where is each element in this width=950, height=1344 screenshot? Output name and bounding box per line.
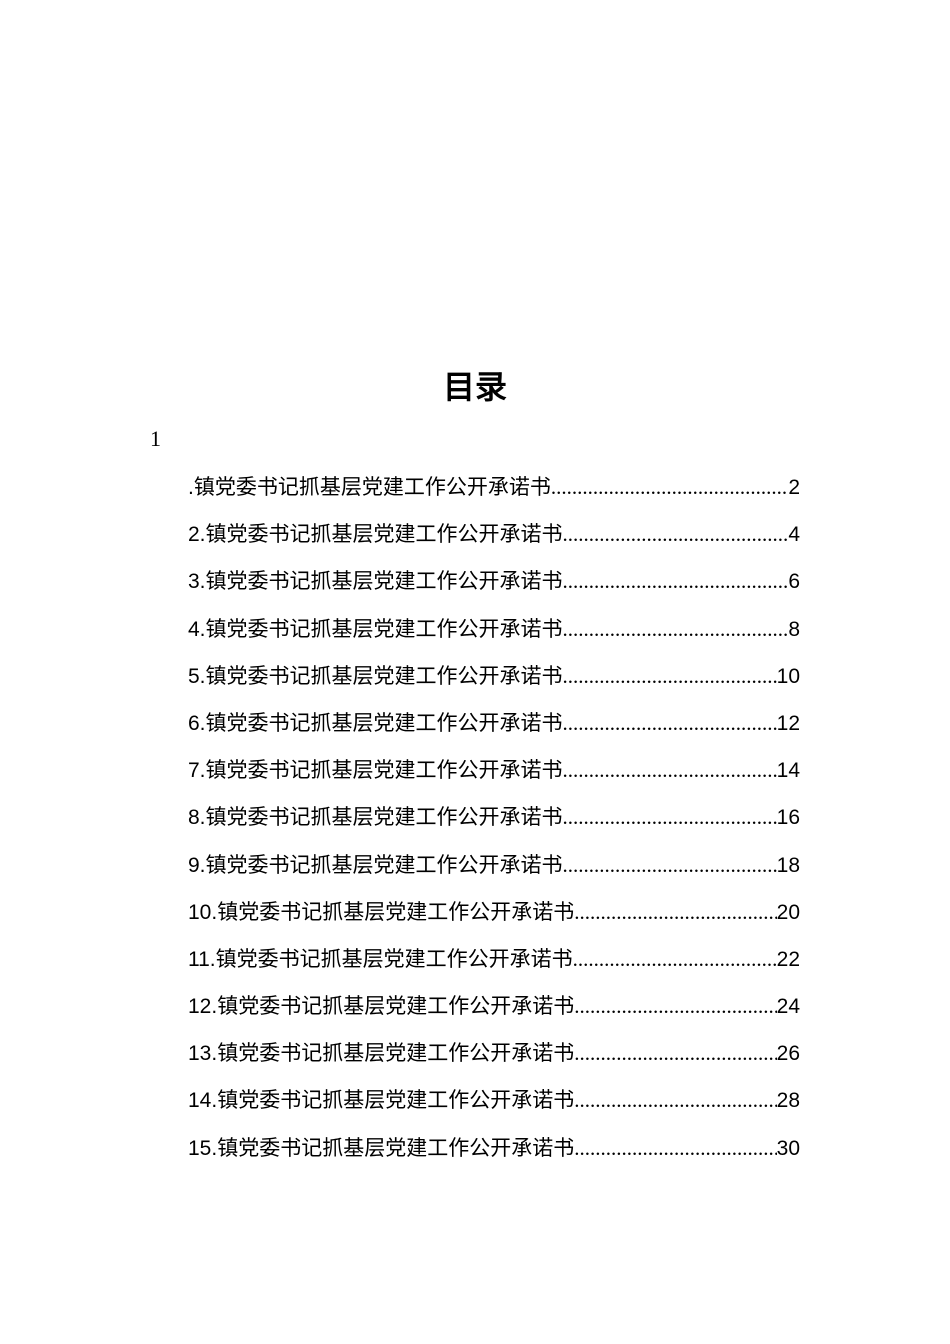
toc-entry-prefix: 7. xyxy=(188,759,206,782)
toc-entry: 2.镇党委书记抓基层党建工作公开承诺书 4 xyxy=(188,511,800,558)
toc-entry-label: 9.镇党委书记抓基层党建工作公开承诺书 xyxy=(188,843,563,889)
toc-entry: 8.镇党委书记抓基层党建工作公开承诺书 16 xyxy=(188,794,800,841)
toc-entry-prefix: 2. xyxy=(188,523,206,546)
toc-entry: 12.镇党委书记抓基层党建工作公开承诺书 24 xyxy=(188,983,800,1030)
toc-entry-text: 镇党委书记抓基层党建工作公开承诺书 xyxy=(206,759,563,782)
toc-entry-text: 镇党委书记抓基层党建工作公开承诺书 xyxy=(217,1042,574,1065)
toc-entry-prefix: 15. xyxy=(188,1137,217,1160)
toc-entry-prefix: 8. xyxy=(188,806,206,829)
toc-entry: 3.镇党委书记抓基层党建工作公开承诺书 6 xyxy=(188,558,800,605)
toc-entry-prefix: 10. xyxy=(188,901,217,924)
toc-entry: 9.镇党委书记抓基层党建工作公开承诺书 18 xyxy=(188,842,800,889)
page-container: 目录 1 .镇党委书记抓基层党建工作公开承诺书22.镇党委书记抓基层党建工作公开… xyxy=(0,0,950,1344)
toc-entry-label: 12.镇党委书记抓基层党建工作公开承诺书 xyxy=(188,984,574,1030)
toc-dots xyxy=(574,1030,776,1076)
toc-entry-prefix: 4. xyxy=(188,618,206,641)
toc-entry: 4.镇党委书记抓基层党建工作公开承诺书 8 xyxy=(188,606,800,653)
toc-entry: 13.镇党委书记抓基层党建工作公开承诺书 26 xyxy=(188,1030,800,1077)
toc-entry: 15.镇党委书记抓基层党建工作公开承诺书 30 xyxy=(188,1125,800,1172)
toc-entry-label: 5.镇党委书记抓基层党建工作公开承诺书 xyxy=(188,654,563,700)
toc-entry-prefix: 12. xyxy=(188,995,217,1018)
toc-entry: 7.镇党委书记抓基层党建工作公开承诺书 14 xyxy=(188,747,800,794)
toc-entry-page: 16 xyxy=(777,795,800,841)
toc-entry-label: 2.镇党委书记抓基层党建工作公开承诺书 xyxy=(188,512,563,558)
toc-entry-text: 镇党委书记抓基层党建工作公开承诺书 xyxy=(217,1089,574,1112)
toc-list: .镇党委书记抓基层党建工作公开承诺书22.镇党委书记抓基层党建工作公开承诺书43… xyxy=(0,464,950,1172)
toc-entry-label: 14.镇党委书记抓基层党建工作公开承诺书 xyxy=(188,1078,574,1124)
toc-dots xyxy=(563,511,789,557)
toc-entry-text: 镇党委书记抓基层党建工作公开承诺书 xyxy=(216,948,573,971)
toc-entry-page: 28 xyxy=(777,1078,800,1124)
toc-entry-prefix: 5. xyxy=(188,665,206,688)
toc-dots xyxy=(563,558,789,604)
toc-dots xyxy=(574,1125,776,1171)
toc-entry-label: 15.镇党委书记抓基层党建工作公开承诺书 xyxy=(188,1126,574,1172)
toc-dots xyxy=(574,889,776,935)
toc-entry-prefix: 13. xyxy=(188,1042,217,1065)
toc-dots xyxy=(551,464,788,510)
toc-entry: 14.镇党委书记抓基层党建工作公开承诺书 28 xyxy=(188,1077,800,1124)
toc-entry-prefix: 6. xyxy=(188,712,206,735)
toc-entry-page: 6 xyxy=(788,559,800,605)
toc-entry: 11.镇党委书记抓基层党建工作公开承诺书 22 xyxy=(188,936,800,983)
toc-dots xyxy=(563,747,777,793)
toc-entry-label: 11.镇党委书记抓基层党建工作公开承诺书 xyxy=(188,937,573,983)
toc-entry-page: 30 xyxy=(777,1126,800,1172)
toc-dots xyxy=(574,1077,776,1123)
toc-entry-page: 20 xyxy=(777,890,800,936)
toc-entry-text: 镇党委书记抓基层党建工作公开承诺书 xyxy=(194,476,551,499)
toc-dots xyxy=(563,794,777,840)
toc-entry-label: 6.镇党委书记抓基层党建工作公开承诺书 xyxy=(188,701,563,747)
toc-entry: .镇党委书记抓基层党建工作公开承诺书 2 xyxy=(188,464,800,511)
toc-title: 目录 xyxy=(0,0,950,426)
toc-entry-page: 4 xyxy=(788,512,800,558)
toc-dots xyxy=(573,936,777,982)
toc-entry-page: 26 xyxy=(777,1031,800,1077)
toc-entry-label: 13.镇党委书记抓基层党建工作公开承诺书 xyxy=(188,1031,574,1077)
toc-entry-text: 镇党委书记抓基层党建工作公开承诺书 xyxy=(217,995,574,1018)
toc-entry-page: 12 xyxy=(777,701,800,747)
toc-entry-page: 24 xyxy=(777,984,800,1030)
toc-entry-page: 8 xyxy=(788,607,800,653)
toc-dots xyxy=(574,983,776,1029)
toc-entry-prefix: 11. xyxy=(188,948,216,971)
toc-entry-page: 18 xyxy=(777,843,800,889)
toc-dots xyxy=(563,606,789,652)
toc-entry-text: 镇党委书记抓基层党建工作公开承诺书 xyxy=(206,523,563,546)
toc-entry-label: .镇党委书记抓基层党建工作公开承诺书 xyxy=(188,465,551,511)
toc-entry-text: 镇党委书记抓基层党建工作公开承诺书 xyxy=(206,570,563,593)
toc-entry-prefix: 3. xyxy=(188,570,206,593)
toc-entry-text: 镇党委书记抓基层党建工作公开承诺书 xyxy=(206,665,563,688)
toc-entry: 5.镇党委书记抓基层党建工作公开承诺书 10 xyxy=(188,653,800,700)
toc-entry-label: 10.镇党委书记抓基层党建工作公开承诺书 xyxy=(188,890,574,936)
toc-entry-prefix: 9. xyxy=(188,854,206,877)
toc-entry: 10.镇党委书记抓基层党建工作公开承诺书 20 xyxy=(188,889,800,936)
toc-entry-label: 7.镇党委书记抓基层党建工作公开承诺书 xyxy=(188,748,563,794)
toc-entry-text: 镇党委书记抓基层党建工作公开承诺书 xyxy=(217,901,574,924)
toc-entry-text: 镇党委书记抓基层党建工作公开承诺书 xyxy=(206,806,563,829)
toc-entry-text: 镇党委书记抓基层党建工作公开承诺书 xyxy=(206,854,563,877)
toc-dots xyxy=(563,700,777,746)
toc-entry-page: 10 xyxy=(777,654,800,700)
toc-entry-label: 3.镇党委书记抓基层党建工作公开承诺书 xyxy=(188,559,563,605)
toc-entry: 6.镇党委书记抓基层党建工作公开承诺书 12 xyxy=(188,700,800,747)
toc-entry-prefix: 14. xyxy=(188,1089,217,1112)
toc-dots xyxy=(563,653,777,699)
toc-entry-text: 镇党委书记抓基层党建工作公开承诺书 xyxy=(206,712,563,735)
toc-entry-page: 22 xyxy=(777,937,800,983)
toc-entry-page: 14 xyxy=(777,748,800,794)
toc-entry-text: 镇党委书记抓基层党建工作公开承诺书 xyxy=(217,1137,574,1160)
section-marker: 1 xyxy=(0,426,950,464)
toc-entry-text: 镇党委书记抓基层党建工作公开承诺书 xyxy=(206,618,563,641)
toc-dots xyxy=(563,842,777,888)
toc-entry-page: 2 xyxy=(788,465,800,511)
toc-entry-label: 8.镇党委书记抓基层党建工作公开承诺书 xyxy=(188,795,563,841)
toc-entry-label: 4.镇党委书记抓基层党建工作公开承诺书 xyxy=(188,607,563,653)
